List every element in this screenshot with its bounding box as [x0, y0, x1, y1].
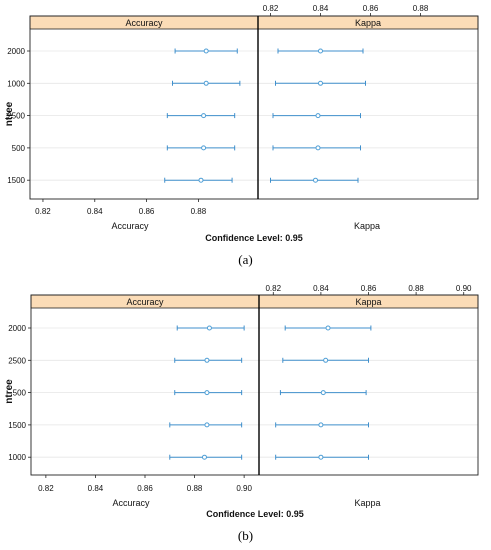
accuracy-point — [206, 325, 212, 331]
accuracy-point — [201, 454, 207, 460]
kappa-point — [320, 390, 326, 396]
accuracy-point — [204, 390, 210, 396]
accuracy-x-tick-label: 0.86 — [139, 207, 155, 216]
accuracy-x-tick-label: 0.82 — [35, 207, 51, 216]
y-tick-label: 1500 — [7, 176, 25, 185]
plot-frame — [29, 15, 479, 200]
accuracy-x-tick-label: 0.84 — [87, 207, 103, 216]
accuracy-point — [204, 357, 210, 363]
kappa-point — [318, 454, 324, 460]
accuracy-x-tick-label: 0.88 — [191, 207, 207, 216]
accuracy-point — [198, 177, 204, 183]
panel-b-caption: (b) — [237, 528, 254, 543]
kappa-x-tick-label: 0.84 — [313, 4, 329, 13]
accuracy-x-tick-label: 0.88 — [187, 484, 203, 493]
kappa-point — [315, 113, 321, 119]
x-axis-label-kappa: Kappa — [354, 221, 380, 231]
kappa-x-tick-label: 0.82 — [263, 4, 279, 13]
kappa-x-tick-label: 0.86 — [361, 284, 377, 293]
accuracy-x-tick-label: 0.86 — [137, 484, 153, 493]
strip-label-kappa: Kappa — [355, 18, 381, 28]
kappa-point — [318, 48, 323, 54]
kappa-x-tick-label: 0.88 — [408, 284, 424, 293]
accuracy-point — [201, 113, 207, 119]
kappa-x-tick-label: 0.86 — [363, 4, 379, 13]
kappa-point — [323, 357, 329, 363]
confidence-level-label: Confidence Level: 0.95 — [205, 233, 303, 243]
chart-panel-a: Accuracy Kappa 2000 1000 2500 500 1500 0.82 0.84… — [4, 4, 479, 243]
kappa-x-tick-label: 0.90 — [456, 284, 472, 293]
kappa-point — [318, 80, 323, 86]
y-tick-label: 500 — [12, 144, 26, 153]
kappa-point — [313, 177, 318, 183]
kappa-point — [325, 325, 331, 331]
kappa-x-tick-label: 0.82 — [265, 284, 281, 293]
accuracy-x-tick-label: 0.82 — [38, 484, 54, 493]
y-axis-label: ntree — [4, 101, 15, 126]
chart-panel-b: Accuracy Kappa 2000 2500 500 1500 1000 0.82 0.84… — [4, 284, 479, 519]
accuracy-point — [203, 48, 209, 54]
accuracy-point — [203, 80, 209, 86]
accuracy-x-tick-label: 0.84 — [88, 484, 104, 493]
strip-label-accuracy: Accuracy — [126, 297, 164, 307]
panel-a-caption: (a) — [238, 252, 253, 267]
kappa-x-tick-label: 0.88 — [413, 4, 429, 13]
strip-label-accuracy: Accuracy — [125, 18, 163, 28]
y-tick-label: 2500 — [8, 356, 26, 365]
y-tick-label: 500 — [13, 389, 27, 398]
accuracy-x-tick-label: 0.90 — [236, 484, 252, 493]
plot-frame — [30, 294, 479, 476]
y-axis-label: ntree — [4, 379, 15, 404]
kappa-x-tick-label: 0.84 — [313, 284, 329, 293]
x-axis-label-kappa: Kappa — [354, 498, 380, 508]
kappa-point — [315, 145, 321, 151]
x-axis-label-accuracy: Accuracy — [112, 498, 150, 508]
confidence-level-label: Confidence Level: 0.95 — [206, 509, 304, 519]
y-tick-label: 1000 — [8, 453, 26, 462]
strip-label-kappa: Kappa — [355, 297, 381, 307]
accuracy-point — [201, 145, 207, 151]
accuracy-point — [204, 422, 210, 428]
y-tick-label: 1500 — [8, 421, 26, 430]
kappa-point — [318, 422, 324, 428]
y-tick-label: 2000 — [8, 324, 26, 333]
y-tick-label: 2000 — [7, 47, 25, 56]
y-tick-label: 2500 — [7, 112, 25, 121]
y-tick-label: 1000 — [7, 79, 25, 88]
x-axis-label-accuracy: Accuracy — [111, 221, 149, 231]
